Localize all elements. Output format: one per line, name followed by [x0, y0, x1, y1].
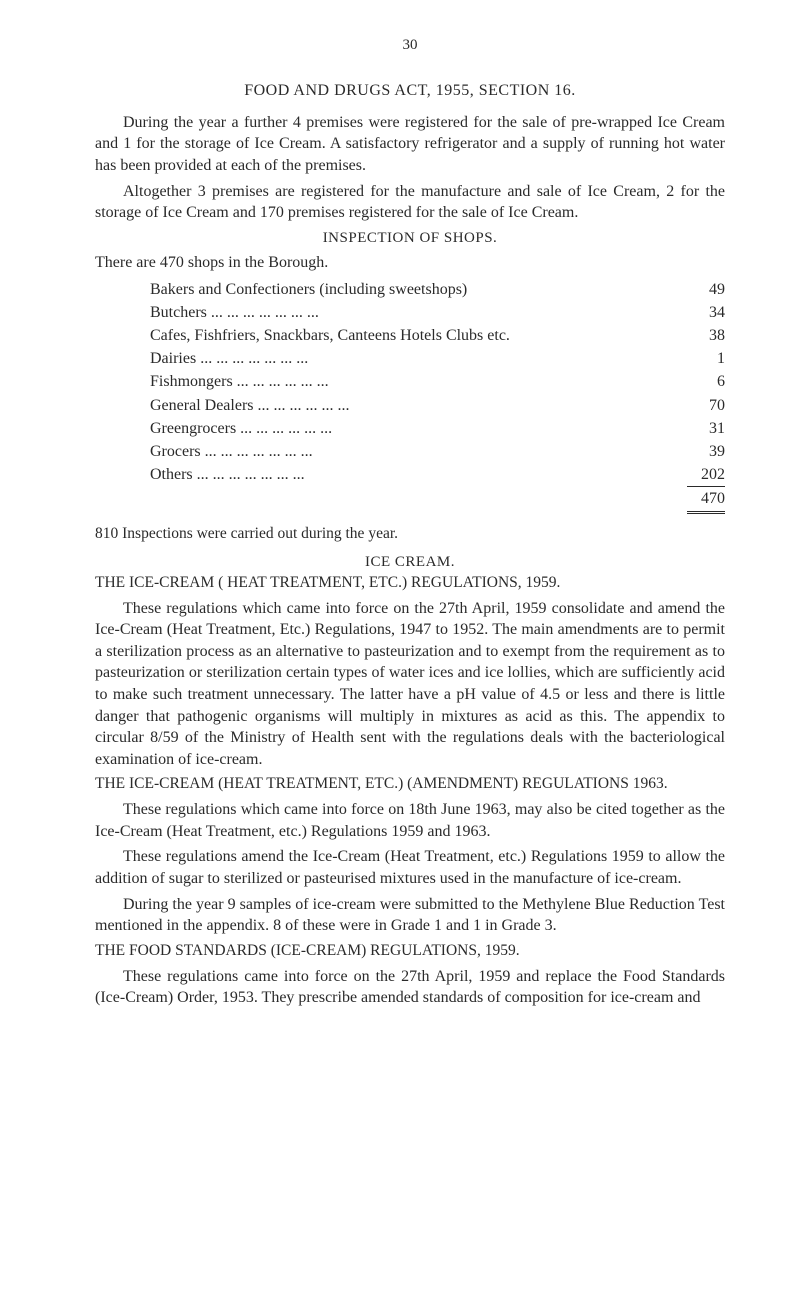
- regulation-title: THE ICE-CREAM ( HEAT TREATMENT, ETC.) RE…: [95, 573, 725, 594]
- row-label: Grocers ... ... ... ... ... ... ...: [150, 440, 685, 463]
- row-value: 49: [685, 278, 725, 301]
- row-label: Greengrocers ... ... ... ... ... ...: [150, 417, 685, 440]
- row-value: 1: [685, 347, 725, 370]
- inspection-intro: There are 470 shops in the Borough.: [95, 252, 725, 274]
- regulation-title: THE FOOD STANDARDS (ICE-CREAM) REGULATIO…: [95, 941, 725, 962]
- paragraph: Altogether 3 premises are registered for…: [95, 181, 725, 224]
- table-row: Greengrocers ... ... ... ... ... ... 31: [150, 417, 725, 440]
- row-label: General Dealers ... ... ... ... ... ...: [150, 394, 685, 417]
- table-row: Dairies ... ... ... ... ... ... ... 1: [150, 347, 725, 370]
- paragraph: These regulations which came into force …: [95, 799, 725, 842]
- row-label: Dairies ... ... ... ... ... ... ...: [150, 347, 685, 370]
- paragraph: During the year 9 samples of ice-cream w…: [95, 894, 725, 937]
- row-value: 70: [685, 394, 725, 417]
- row-value: 34: [685, 301, 725, 324]
- table-row: Others ... ... ... ... ... ... ... 202: [150, 463, 725, 486]
- paragraph: During the year a further 4 premises wer…: [95, 112, 725, 177]
- row-value: 202: [685, 463, 725, 486]
- paragraph: These regulations which came into force …: [95, 598, 725, 771]
- table-row: Fishmongers ... ... ... ... ... ... 6: [150, 370, 725, 393]
- page: 30 FOOD AND DRUGS ACT, 1955, SECTION 16.…: [0, 0, 800, 1053]
- row-value: 31: [685, 417, 725, 440]
- row-label: Fishmongers ... ... ... ... ... ...: [150, 370, 685, 393]
- table-row: General Dealers ... ... ... ... ... ... …: [150, 394, 725, 417]
- main-heading: FOOD AND DRUGS ACT, 1955, SECTION 16.: [95, 80, 725, 102]
- row-label: Bakers and Confectioners (including swee…: [150, 278, 685, 301]
- table-row: Grocers ... ... ... ... ... ... ... 39: [150, 440, 725, 463]
- row-value: 39: [685, 440, 725, 463]
- paragraph: These regulations came into force on the…: [95, 966, 725, 1009]
- total-double-rule: [687, 511, 725, 514]
- row-value: 470: [685, 487, 725, 510]
- ice-cream-heading: ICE CREAM.: [95, 552, 725, 572]
- shops-list: Bakers and Confectioners (including swee…: [150, 278, 725, 514]
- table-row: Bakers and Confectioners (including swee…: [150, 278, 725, 301]
- regulation-title: THE ICE-CREAM (HEAT TREATMENT, ETC.) (AM…: [95, 774, 725, 795]
- page-number: 30: [95, 35, 725, 55]
- row-value: 38: [685, 324, 725, 347]
- row-label: Cafes, Fishfriers, Snackbars, Canteens H…: [150, 324, 685, 347]
- paragraph: These regulations amend the Ice-Cream (H…: [95, 846, 725, 889]
- inspection-heading: INSPECTION OF SHOPS.: [95, 228, 725, 248]
- inspections-carried: 810 Inspections were carried out during …: [95, 524, 725, 545]
- row-label: Butchers ... ... ... ... ... ... ...: [150, 301, 685, 324]
- row-value: 6: [685, 370, 725, 393]
- table-row: Butchers ... ... ... ... ... ... ... 34: [150, 301, 725, 324]
- row-label: [150, 487, 685, 510]
- table-row-total: 470: [150, 487, 725, 510]
- table-row: Cafes, Fishfriers, Snackbars, Canteens H…: [150, 324, 725, 347]
- row-label: Others ... ... ... ... ... ... ...: [150, 463, 685, 486]
